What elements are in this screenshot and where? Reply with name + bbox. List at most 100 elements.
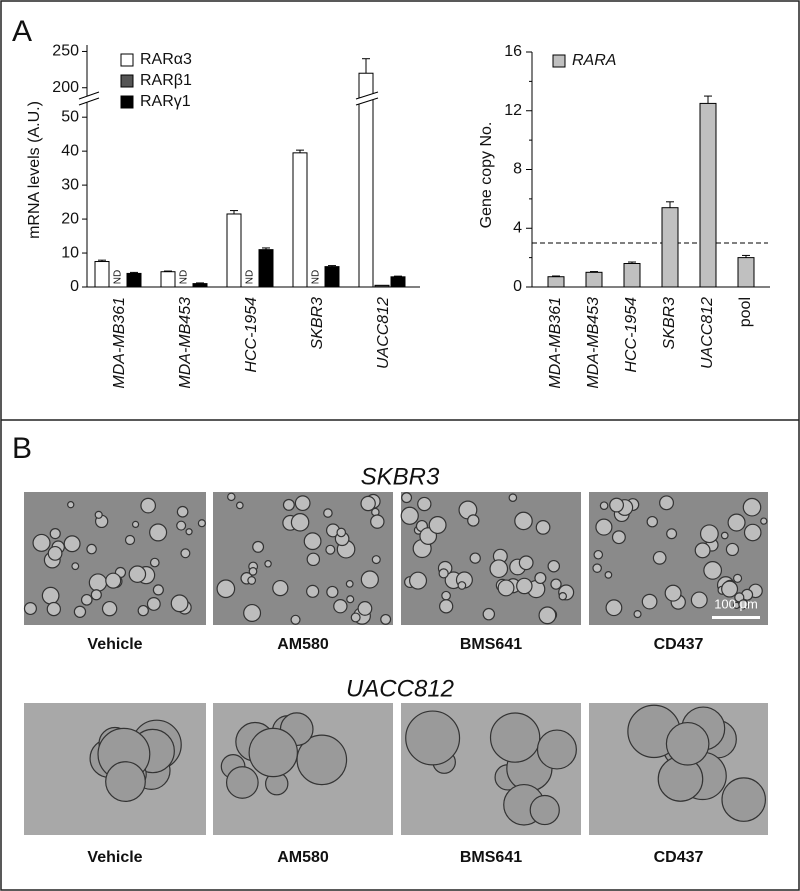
value-label: ND	[113, 270, 124, 284]
cell	[417, 496, 432, 512]
y-axis-title: Gene copy No.	[478, 122, 495, 229]
y-tick-label: 20	[61, 210, 79, 227]
bar	[547, 276, 565, 288]
cell	[124, 534, 136, 546]
cell	[333, 598, 348, 614]
cell	[131, 520, 140, 528]
cell	[593, 549, 604, 560]
bar	[623, 263, 641, 288]
treatment-label: AM580	[277, 636, 329, 653]
cell	[227, 492, 236, 502]
legend-swatch	[120, 95, 134, 109]
legend-label: RARA	[572, 52, 616, 69]
bar	[737, 257, 755, 288]
cell	[80, 593, 93, 606]
cell	[23, 601, 37, 616]
cell	[604, 570, 613, 579]
cell	[294, 495, 311, 512]
cell	[370, 514, 385, 529]
cell	[49, 528, 61, 540]
cell	[290, 614, 301, 625]
cell	[428, 516, 447, 535]
x-tick-label: pool	[737, 297, 754, 327]
cell	[518, 555, 534, 571]
legend-swatch	[552, 54, 566, 68]
bar	[94, 261, 110, 288]
x-tick-label: MDA-MB361	[111, 297, 128, 389]
y-tick-label: 16	[504, 43, 522, 60]
cell	[664, 584, 682, 602]
axis-break	[79, 92, 99, 105]
x-tick-label: MDA-MB453	[177, 297, 194, 389]
cell	[665, 721, 710, 766]
cell	[149, 523, 168, 542]
cell	[323, 508, 333, 518]
y-tick-label: 0	[70, 278, 79, 295]
bar	[661, 207, 679, 288]
axis-break-line	[355, 97, 379, 106]
legend-label: RARα3	[140, 51, 192, 68]
panel-label: A	[12, 15, 32, 48]
cell	[633, 610, 642, 619]
cell	[652, 550, 667, 565]
cell	[152, 584, 164, 596]
legend-swatch	[120, 74, 134, 88]
cell	[508, 493, 518, 503]
cell	[666, 528, 678, 540]
cell	[699, 524, 719, 544]
cell	[345, 579, 354, 588]
cell	[725, 542, 740, 557]
cell	[326, 585, 339, 599]
axis-break-line	[78, 91, 100, 100]
cell	[67, 501, 75, 509]
bar	[324, 266, 340, 288]
cell	[346, 595, 355, 604]
cell	[497, 579, 515, 597]
cell	[721, 777, 767, 822]
cell	[592, 563, 602, 573]
cell	[595, 518, 613, 536]
cell	[550, 578, 562, 590]
bar	[374, 284, 390, 288]
cell	[467, 514, 480, 527]
treatment-label: BMS641	[460, 636, 522, 653]
cell	[336, 527, 347, 538]
treatment-label: Vehicle	[87, 636, 142, 653]
cell	[73, 605, 87, 618]
y-axis-title: mRNA levels (A.U.)	[26, 101, 43, 239]
cell	[146, 597, 161, 611]
cell	[401, 492, 413, 504]
bar	[258, 249, 274, 288]
cell	[303, 532, 322, 551]
cell	[703, 561, 723, 580]
cell	[235, 501, 244, 510]
cell	[727, 513, 746, 532]
cell	[469, 552, 481, 564]
cell	[536, 729, 577, 770]
cell	[489, 559, 509, 579]
x-tick-label: SKBR3	[661, 297, 678, 350]
cell	[599, 501, 609, 510]
cell	[325, 544, 336, 555]
cell	[535, 520, 551, 535]
axis-break-line	[355, 91, 379, 100]
cell	[243, 603, 262, 622]
x-tick-label: UACC812	[375, 297, 392, 369]
y-tick-label: 4	[513, 219, 522, 236]
bar	[192, 283, 208, 288]
value-label: ND	[179, 270, 190, 284]
cell	[605, 599, 623, 617]
cell	[282, 498, 295, 511]
cell	[357, 601, 373, 616]
legend-label: RARβ1	[140, 72, 192, 89]
cell	[140, 497, 157, 514]
cell	[439, 599, 454, 614]
cell	[225, 766, 259, 799]
micrograph	[401, 492, 581, 625]
cell	[547, 559, 561, 573]
value-label: ND	[311, 270, 322, 284]
cell-line-title: SKBR3	[361, 463, 440, 490]
cell	[760, 517, 768, 525]
cell	[457, 581, 467, 590]
cell	[105, 761, 146, 802]
